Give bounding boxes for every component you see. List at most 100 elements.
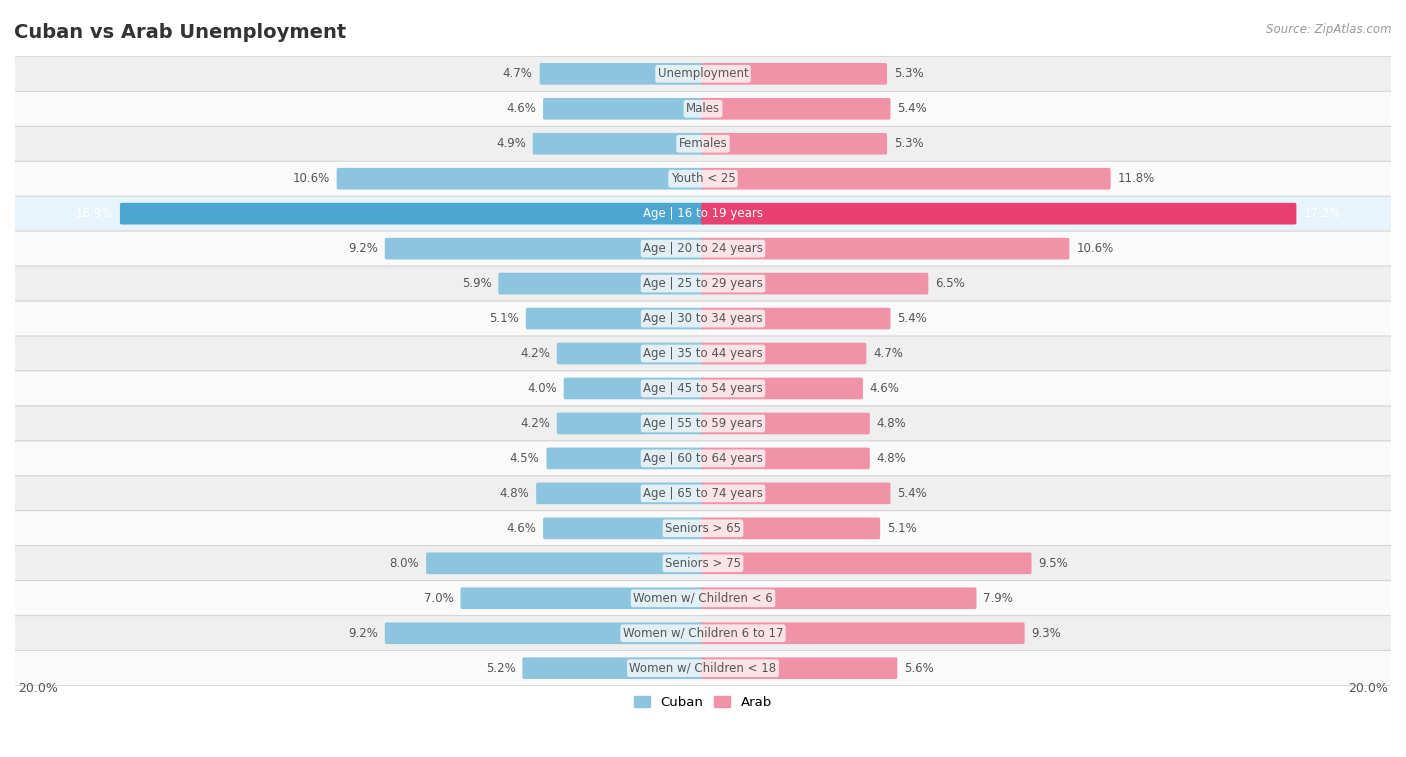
Text: 5.1%: 5.1% <box>887 522 917 535</box>
Text: 4.8%: 4.8% <box>877 452 907 465</box>
Legend: Cuban, Arab: Cuban, Arab <box>628 690 778 715</box>
Text: 4.8%: 4.8% <box>877 417 907 430</box>
FancyBboxPatch shape <box>14 441 1392 476</box>
Text: 5.4%: 5.4% <box>897 312 927 325</box>
FancyBboxPatch shape <box>536 482 704 504</box>
Text: 5.2%: 5.2% <box>485 662 516 674</box>
Text: Source: ZipAtlas.com: Source: ZipAtlas.com <box>1267 23 1392 36</box>
FancyBboxPatch shape <box>702 273 928 294</box>
FancyBboxPatch shape <box>557 343 704 364</box>
Text: 4.6%: 4.6% <box>870 382 900 395</box>
FancyBboxPatch shape <box>557 413 704 435</box>
Text: 5.4%: 5.4% <box>897 487 927 500</box>
FancyBboxPatch shape <box>702 343 866 364</box>
FancyBboxPatch shape <box>14 92 1392 126</box>
FancyBboxPatch shape <box>14 371 1392 406</box>
FancyBboxPatch shape <box>14 476 1392 511</box>
Text: 9.2%: 9.2% <box>349 627 378 640</box>
Text: 4.7%: 4.7% <box>503 67 533 80</box>
Text: 4.9%: 4.9% <box>496 137 526 150</box>
Text: 4.8%: 4.8% <box>499 487 529 500</box>
Text: 9.5%: 9.5% <box>1039 557 1069 570</box>
FancyBboxPatch shape <box>14 231 1392 266</box>
FancyBboxPatch shape <box>702 482 890 504</box>
FancyBboxPatch shape <box>702 657 897 679</box>
Text: 10.6%: 10.6% <box>292 172 330 185</box>
FancyBboxPatch shape <box>702 238 1070 260</box>
FancyBboxPatch shape <box>702 133 887 154</box>
Text: 4.2%: 4.2% <box>520 417 550 430</box>
Text: 7.9%: 7.9% <box>983 592 1014 605</box>
FancyBboxPatch shape <box>385 238 704 260</box>
Text: 5.1%: 5.1% <box>489 312 519 325</box>
Text: 8.0%: 8.0% <box>389 557 419 570</box>
Text: 5.4%: 5.4% <box>897 102 927 115</box>
Text: Age | 45 to 54 years: Age | 45 to 54 years <box>643 382 763 395</box>
Text: 7.0%: 7.0% <box>423 592 454 605</box>
FancyBboxPatch shape <box>702 413 870 435</box>
FancyBboxPatch shape <box>14 546 1392 581</box>
FancyBboxPatch shape <box>14 651 1392 686</box>
Text: Age | 65 to 74 years: Age | 65 to 74 years <box>643 487 763 500</box>
Text: Age | 20 to 24 years: Age | 20 to 24 years <box>643 242 763 255</box>
FancyBboxPatch shape <box>498 273 704 294</box>
FancyBboxPatch shape <box>14 511 1392 546</box>
Text: 4.6%: 4.6% <box>506 102 536 115</box>
Text: Females: Females <box>679 137 727 150</box>
FancyBboxPatch shape <box>702 447 870 469</box>
FancyBboxPatch shape <box>14 196 1392 231</box>
Text: 9.3%: 9.3% <box>1032 627 1062 640</box>
FancyBboxPatch shape <box>426 553 704 574</box>
Text: Age | 35 to 44 years: Age | 35 to 44 years <box>643 347 763 360</box>
FancyBboxPatch shape <box>702 622 1025 644</box>
Text: Women w/ Children < 6: Women w/ Children < 6 <box>633 592 773 605</box>
Text: Unemployment: Unemployment <box>658 67 748 80</box>
Text: 9.2%: 9.2% <box>349 242 378 255</box>
Text: 6.5%: 6.5% <box>935 277 965 290</box>
FancyBboxPatch shape <box>14 406 1392 441</box>
FancyBboxPatch shape <box>14 56 1392 92</box>
Text: 17.2%: 17.2% <box>1303 207 1341 220</box>
FancyBboxPatch shape <box>14 161 1392 196</box>
Text: 4.5%: 4.5% <box>510 452 540 465</box>
FancyBboxPatch shape <box>543 518 704 539</box>
FancyBboxPatch shape <box>702 98 890 120</box>
Text: 20.0%: 20.0% <box>1348 682 1388 695</box>
FancyBboxPatch shape <box>14 126 1392 161</box>
FancyBboxPatch shape <box>702 518 880 539</box>
FancyBboxPatch shape <box>533 133 704 154</box>
FancyBboxPatch shape <box>702 553 1032 574</box>
Text: 5.3%: 5.3% <box>894 137 924 150</box>
Text: Age | 16 to 19 years: Age | 16 to 19 years <box>643 207 763 220</box>
FancyBboxPatch shape <box>14 266 1392 301</box>
FancyBboxPatch shape <box>120 203 704 225</box>
FancyBboxPatch shape <box>14 615 1392 651</box>
Text: Cuban vs Arab Unemployment: Cuban vs Arab Unemployment <box>14 23 346 42</box>
Text: 5.9%: 5.9% <box>461 277 492 290</box>
Text: Seniors > 65: Seniors > 65 <box>665 522 741 535</box>
Text: 20.0%: 20.0% <box>18 682 58 695</box>
FancyBboxPatch shape <box>702 63 887 85</box>
FancyBboxPatch shape <box>523 657 704 679</box>
FancyBboxPatch shape <box>540 63 704 85</box>
Text: 4.2%: 4.2% <box>520 347 550 360</box>
FancyBboxPatch shape <box>526 308 704 329</box>
Text: Age | 25 to 29 years: Age | 25 to 29 years <box>643 277 763 290</box>
FancyBboxPatch shape <box>14 581 1392 615</box>
Text: Age | 60 to 64 years: Age | 60 to 64 years <box>643 452 763 465</box>
Text: 10.6%: 10.6% <box>1076 242 1114 255</box>
FancyBboxPatch shape <box>336 168 704 189</box>
Text: Women w/ Children 6 to 17: Women w/ Children 6 to 17 <box>623 627 783 640</box>
Text: Males: Males <box>686 102 720 115</box>
Text: Age | 55 to 59 years: Age | 55 to 59 years <box>643 417 763 430</box>
FancyBboxPatch shape <box>14 336 1392 371</box>
FancyBboxPatch shape <box>385 622 704 644</box>
Text: 5.6%: 5.6% <box>904 662 934 674</box>
FancyBboxPatch shape <box>702 203 1296 225</box>
Text: 4.6%: 4.6% <box>506 522 536 535</box>
Text: 4.0%: 4.0% <box>527 382 557 395</box>
Text: 16.9%: 16.9% <box>76 207 112 220</box>
FancyBboxPatch shape <box>702 587 977 609</box>
FancyBboxPatch shape <box>702 378 863 400</box>
Text: 11.8%: 11.8% <box>1118 172 1154 185</box>
